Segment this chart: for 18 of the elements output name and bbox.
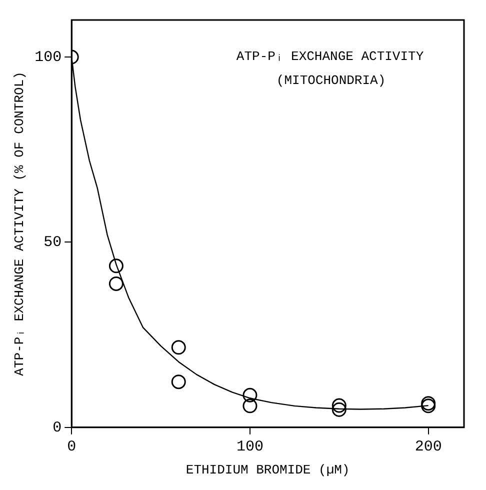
point: [171, 374, 186, 390]
point: [332, 402, 346, 417]
point: [171, 340, 186, 355]
point: [108, 258, 124, 274]
x-axis-title: ETHIDIUM BROMIDE (µM): [186, 462, 350, 478]
y-tick-label: 50: [44, 234, 62, 252]
x-tick-label: 100: [236, 438, 264, 456]
point: [332, 398, 346, 413]
x-tick-label: 200: [414, 438, 442, 456]
y-axis-title: ATP-Pᵢ EXCHANGE ACTIVITY (% OF CONTROL): [12, 72, 28, 376]
point: [242, 398, 258, 414]
y-tick-label: 0: [52, 419, 62, 436]
y-tick-label: 100: [34, 49, 62, 66]
x-tick-label: 0: [67, 438, 76, 456]
point: [108, 276, 124, 291]
annotation: ATP-Pᵢ EXCHANGE ACTIVITY: [236, 49, 424, 64]
point: [242, 388, 258, 402]
annotation: (MITOCHONDRIA): [276, 73, 386, 88]
